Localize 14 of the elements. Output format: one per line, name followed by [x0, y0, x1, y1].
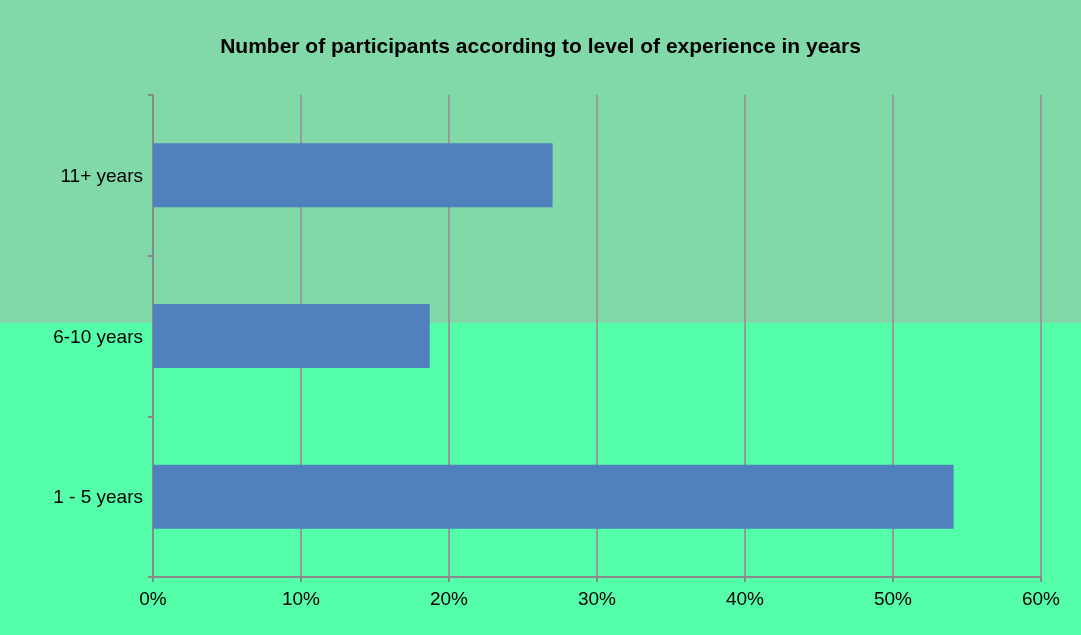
y-tick-label: 6-10 years — [53, 325, 143, 347]
y-tick-label: 11+ years — [60, 164, 143, 186]
x-tick-label: 30% — [577, 588, 617, 609]
x-tick-label: 60% — [1021, 588, 1061, 609]
chart-title: Number of participants according to level of experience in years — [220, 34, 861, 57]
x-tick-label: 20% — [429, 588, 469, 609]
x-tick-label: 10% — [281, 588, 321, 609]
bar — [153, 143, 553, 208]
bar — [153, 464, 954, 529]
x-tick-label: 40% — [725, 588, 765, 609]
x-tick-label: 50% — [873, 588, 913, 609]
y-tick-label: 1 - 5 years — [53, 486, 143, 508]
bar — [153, 304, 430, 368]
x-tick-label: 0% — [139, 588, 167, 609]
